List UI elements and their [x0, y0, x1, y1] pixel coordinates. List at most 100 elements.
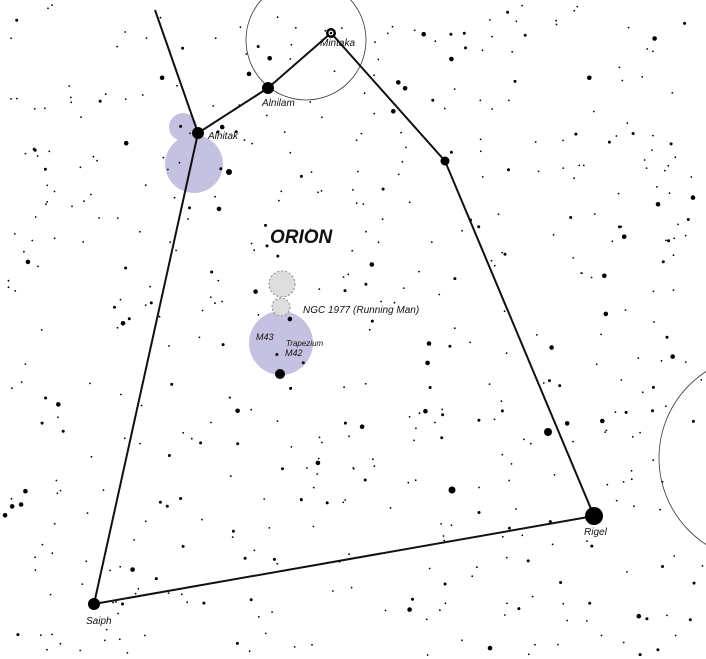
- star: [51, 633, 53, 636]
- star: [92, 155, 95, 158]
- star-label: Rigel: [584, 527, 608, 538]
- star: [397, 173, 400, 176]
- star: [507, 168, 510, 172]
- star: [144, 184, 147, 187]
- star: [10, 497, 13, 500]
- star: [377, 241, 380, 244]
- star: [57, 416, 59, 419]
- star: [605, 429, 608, 432]
- star: [189, 132, 191, 135]
- star: [677, 223, 679, 226]
- star: [210, 421, 212, 424]
- star: [236, 442, 240, 446]
- star: [309, 228, 312, 231]
- star: [25, 259, 31, 265]
- star: [176, 84, 178, 87]
- star: [280, 190, 283, 193]
- star: [23, 250, 25, 253]
- star: [585, 620, 588, 622]
- star: [684, 234, 687, 237]
- star: [576, 5, 579, 8]
- star: [31, 239, 34, 242]
- star: [462, 31, 466, 35]
- star: [289, 58, 292, 60]
- star: [310, 171, 313, 174]
- star: [355, 139, 358, 142]
- star: [667, 164, 670, 167]
- star: [141, 94, 144, 96]
- star: [684, 361, 687, 363]
- star: [431, 98, 435, 102]
- star: [515, 20, 518, 23]
- star: [321, 116, 323, 119]
- star: [643, 159, 646, 161]
- star: [453, 327, 456, 330]
- star-label: Saiph: [86, 616, 112, 627]
- star: [415, 427, 417, 430]
- star: [407, 481, 410, 484]
- star: [557, 643, 559, 646]
- star: [159, 16, 162, 19]
- star: [656, 648, 660, 652]
- star: [45, 203, 47, 206]
- star: [441, 408, 443, 411]
- star: [10, 37, 13, 40]
- star: [265, 244, 269, 248]
- star: [428, 567, 431, 570]
- star: [216, 130, 220, 134]
- star: [604, 431, 607, 433]
- star: [245, 53, 248, 55]
- star: [293, 646, 296, 648]
- star: [276, 16, 279, 19]
- star: [180, 593, 183, 596]
- star: [278, 199, 280, 202]
- star: [121, 602, 124, 606]
- star: [652, 459, 655, 462]
- star: [40, 421, 44, 425]
- star: [124, 266, 128, 270]
- star: [190, 437, 193, 440]
- star: [53, 237, 56, 240]
- star: [79, 649, 82, 652]
- star: [83, 200, 85, 203]
- star: [41, 543, 44, 546]
- star: [418, 270, 420, 273]
- star: [113, 305, 116, 309]
- star: [443, 107, 446, 110]
- star: [59, 642, 62, 645]
- star: [69, 96, 72, 99]
- star: [440, 436, 444, 440]
- star: [603, 311, 609, 317]
- star: [521, 534, 524, 537]
- star: [477, 418, 481, 422]
- star: [229, 475, 232, 478]
- star: [602, 273, 607, 279]
- star-label: Alnitak: [207, 131, 239, 142]
- star: [551, 543, 554, 546]
- star: [562, 139, 564, 142]
- star: [348, 553, 350, 556]
- star: [630, 469, 633, 472]
- star: [201, 309, 204, 312]
- star: [188, 206, 191, 210]
- background-stars: [2, 4, 704, 657]
- star-label: Mintaka: [320, 38, 355, 49]
- star: [217, 279, 220, 282]
- star: [364, 282, 368, 286]
- star: [15, 18, 19, 22]
- star: [162, 156, 165, 159]
- star: [683, 21, 687, 25]
- star: [235, 641, 239, 645]
- star: [348, 435, 350, 438]
- star: [306, 467, 308, 469]
- star: [479, 138, 482, 141]
- star: [276, 562, 279, 565]
- star: [469, 341, 472, 344]
- star: [624, 410, 628, 414]
- star: [356, 170, 359, 173]
- star: [80, 116, 82, 118]
- star: [438, 293, 441, 296]
- star: [144, 634, 146, 637]
- star: [37, 265, 39, 268]
- star: [700, 379, 703, 381]
